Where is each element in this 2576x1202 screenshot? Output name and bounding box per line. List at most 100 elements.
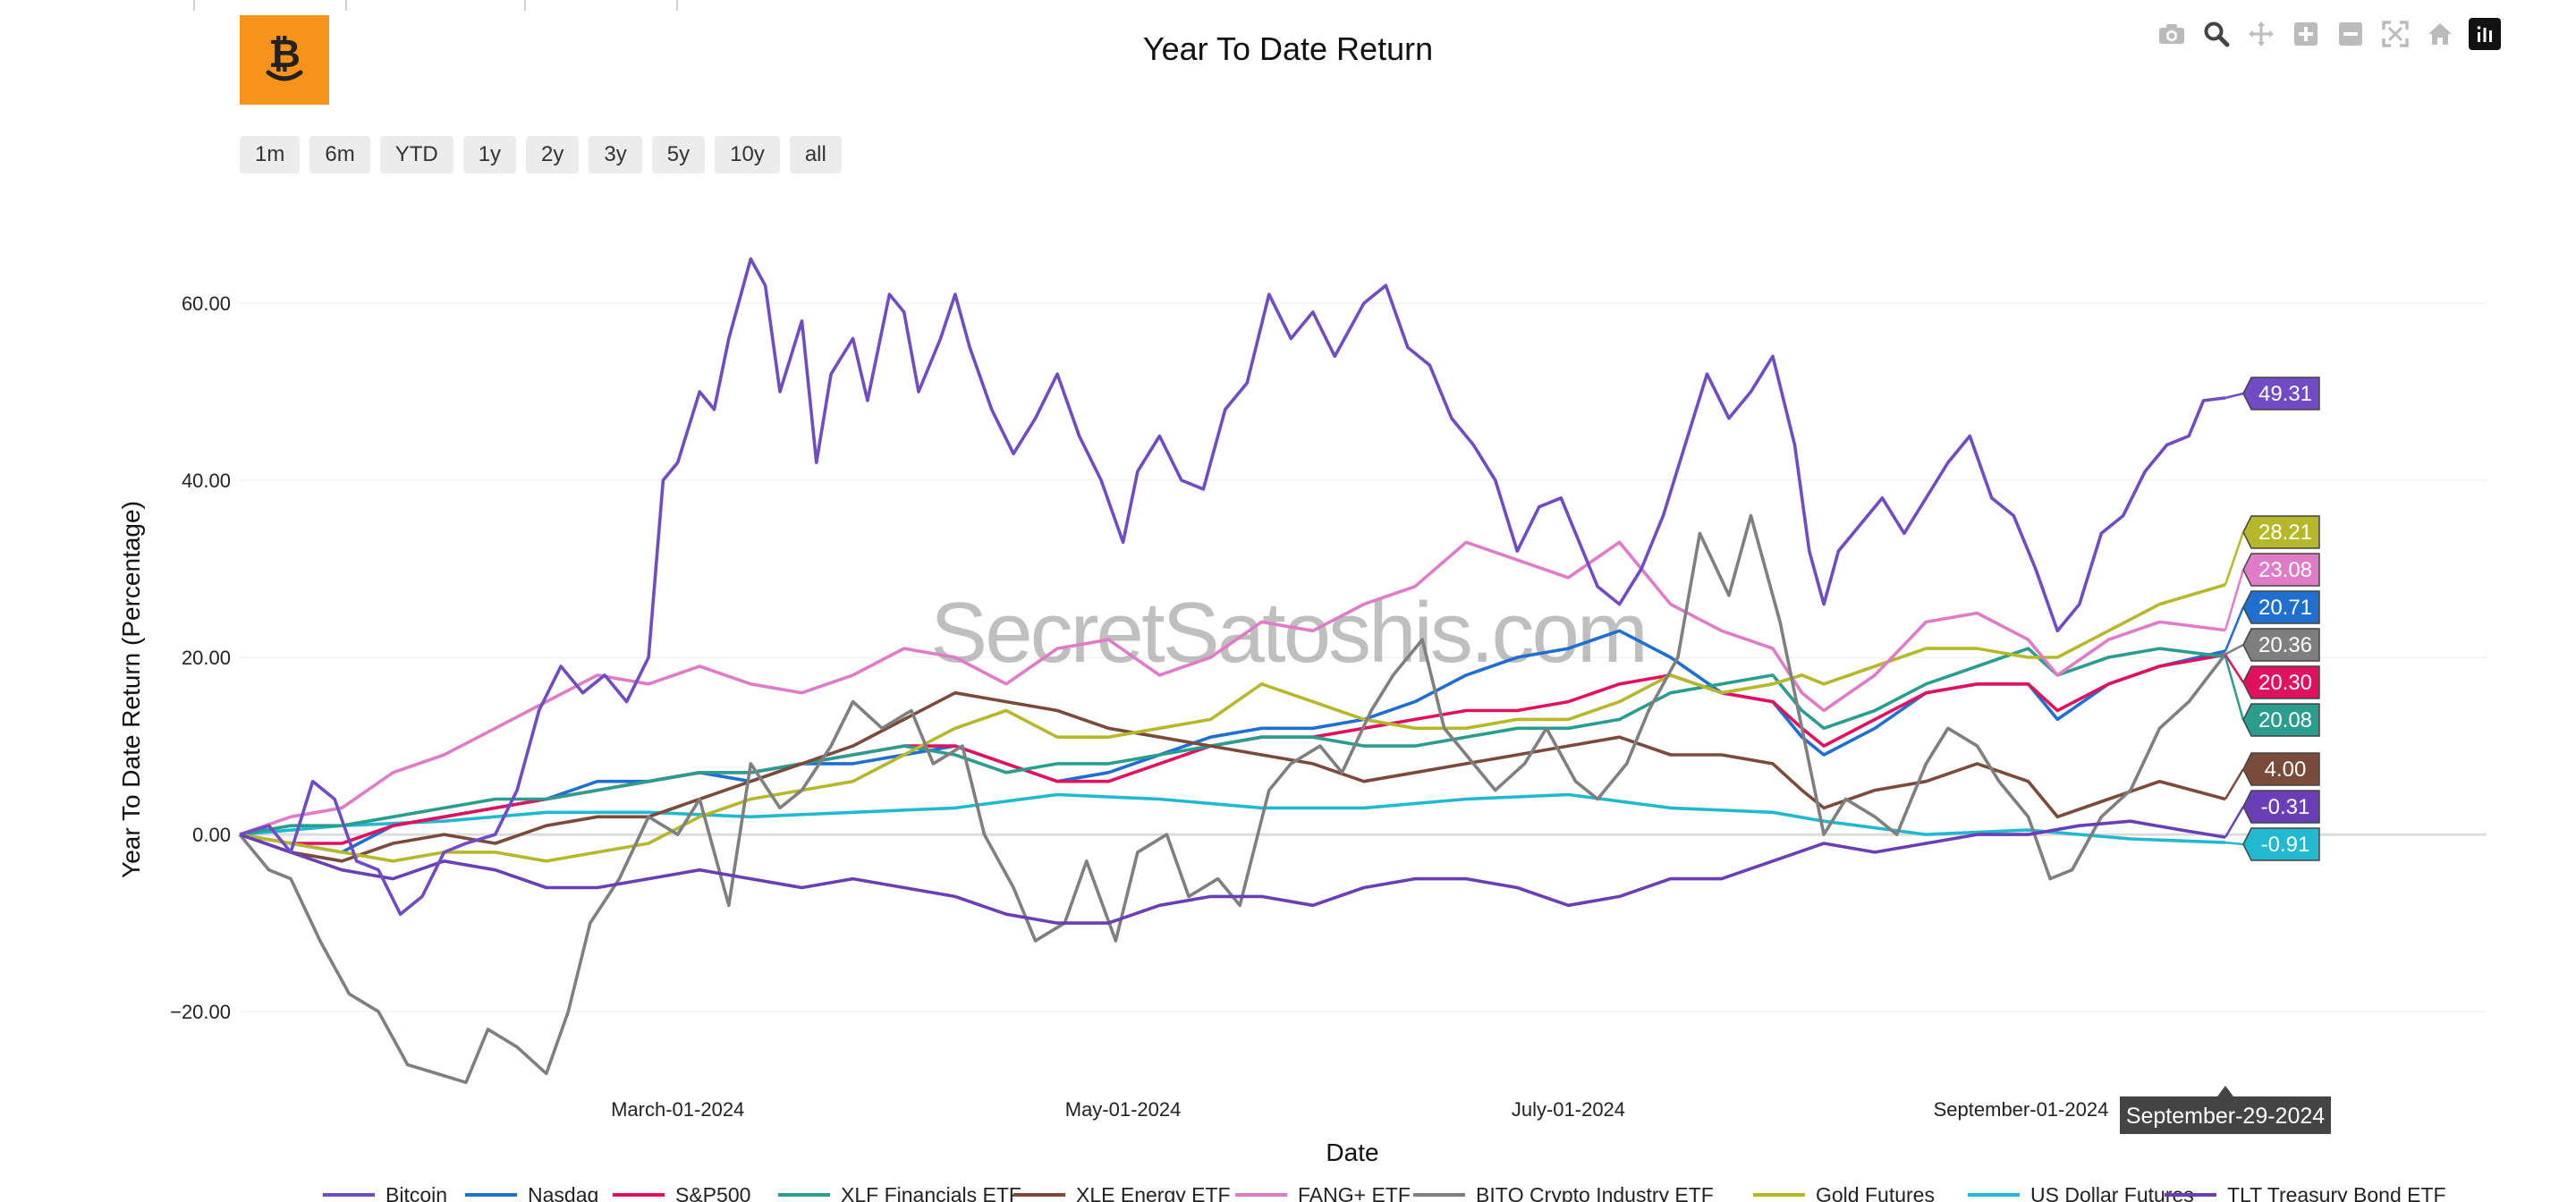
end-label-leader — [2224, 606, 2245, 652]
end-label-leader — [2224, 654, 2245, 683]
end-label-value: 4.00 — [2265, 758, 2307, 782]
legend-label: BITQ Crypto Industry ETF — [1476, 1183, 1714, 1202]
end-label-value: 20.71 — [2258, 596, 2312, 620]
legend-item-fang-etf[interactable]: FANG+ ETF — [1235, 1183, 1411, 1202]
series-line-xlf-financials-etf[interactable] — [239, 647, 2226, 836]
series-line-bitq-crypto-industry-etf[interactable] — [238, 513, 2227, 1085]
range-button-ytd[interactable]: YTD — [379, 136, 453, 174]
end-label-value: 23.08 — [2258, 558, 2312, 582]
range-button-5y[interactable]: 5y — [651, 136, 706, 174]
end-label-leader — [2224, 392, 2244, 400]
series-line-fang-etf[interactable] — [239, 540, 2226, 836]
legend-item-bitq-crypto-industry-etf[interactable]: BITQ Crypto Industry ETF — [1413, 1183, 1714, 1202]
legend-item-bitcoin[interactable]: Bitcoin — [323, 1183, 447, 1202]
end-label-value: 20.30 — [2258, 671, 2312, 695]
end-label-leader — [2224, 569, 2245, 631]
legend-label: Nasdaq — [528, 1183, 598, 1202]
end-label-leader — [2224, 656, 2245, 721]
zoom-icon[interactable] — [2200, 18, 2233, 50]
hover-label-text: September-29-2024 — [2126, 1104, 2325, 1129]
end-label-leader — [2224, 531, 2245, 586]
tab-divider — [345, 0, 347, 11]
legend-label: US Dollar Futures — [2030, 1183, 2194, 1202]
y-tick-label: 0.00 — [192, 824, 231, 846]
hover-date-label: September-29-2024 — [2120, 1086, 2331, 1134]
range-button-2y[interactable]: 2y — [526, 136, 580, 174]
x-tick-label: September-01-2024 — [1934, 1098, 2109, 1121]
legend-item-xle-energy-etf[interactable]: XLE Energy ETF — [1013, 1183, 1231, 1202]
end-label-leader — [2224, 841, 2244, 846]
end-label-value: -0.31 — [2261, 795, 2310, 819]
end-label-value: 20.08 — [2258, 708, 2312, 732]
end-label-box — [2242, 628, 2320, 662]
camera-icon[interactable] — [2156, 18, 2188, 50]
end-label-s-p500: 20.30 — [2224, 654, 2320, 699]
y-tick-label: 40.00 — [182, 470, 231, 492]
end-label-nasdaq: 20.71 — [2224, 590, 2320, 652]
end-label-value: -0.91 — [2261, 833, 2310, 857]
chart-legend: Bitcoin Nasdaq S&P500 XLF Financials ETF XLE… — [323, 1183, 2446, 1202]
plot-modebar — [2156, 18, 2501, 50]
end-label-box — [2242, 590, 2320, 624]
reset-home-icon[interactable] — [2424, 18, 2456, 50]
gridlines — [240, 302, 2487, 1012]
hover-label-arrow — [2217, 1086, 2233, 1096]
svg-text:₿: ₿ — [268, 31, 301, 77]
range-button-all[interactable]: all — [789, 136, 842, 174]
x-tick-label: July-01-2024 — [1512, 1098, 1625, 1121]
end-label-leader — [2224, 806, 2245, 838]
legend-label: FANG+ ETF — [1298, 1183, 1411, 1202]
end-label-leader — [2224, 643, 2244, 656]
plotly-logo-icon[interactable] — [2469, 18, 2501, 50]
range-button-1y[interactable]: 1y — [462, 136, 517, 174]
autoscale-icon[interactable] — [2379, 18, 2411, 50]
end-label-bitq-crypto-industry-etf: 20.36 — [2224, 628, 2320, 662]
legend-item-s-p500[interactable]: S&P500 — [613, 1183, 750, 1202]
y-axis-title: Year To Date Return (Percentage) — [117, 501, 145, 878]
series-lines — [238, 257, 2227, 1085]
y-tick-label: −20.00 — [170, 1001, 231, 1023]
legend-item-xlf-financials-etf[interactable]: XLF Financials ETF — [778, 1183, 1021, 1202]
series-line-tlt-treasury-bond-etf[interactable] — [239, 819, 2226, 925]
series-line-gold-futures[interactable] — [239, 583, 2226, 863]
x-tick-label: May-01-2024 — [1065, 1098, 1182, 1121]
legend-item-tlt-treasury-bond-etf[interactable]: TLT Treasury Bond ETF — [2165, 1183, 2446, 1202]
bitcoin-smile-logo-icon: ₿ — [240, 15, 329, 105]
watermark-text: SecretSatoshis.com — [930, 585, 1646, 681]
y-tick-label: 60.00 — [182, 292, 231, 315]
end-label-xle-energy-etf: 4.00 — [2224, 752, 2320, 800]
legend-label: Gold Futures — [1816, 1183, 1935, 1202]
legend-item-us-dollar-futures[interactable]: US Dollar Futures — [1968, 1183, 2194, 1202]
range-button-1m[interactable]: 1m — [240, 136, 301, 174]
y-axis-ticks: 60.00 40.00 20.00 0.00 −20.00 — [170, 292, 231, 1023]
chart-title: Year To Date Return — [1142, 30, 1434, 67]
range-button-6m[interactable]: 6m — [309, 136, 370, 174]
end-label-box — [2242, 515, 2320, 549]
pan-icon[interactable] — [2245, 18, 2277, 50]
tab-divider — [676, 0, 678, 11]
range-button-3y[interactable]: 3y — [589, 136, 642, 174]
series-line-xle-energy-etf[interactable] — [239, 690, 2226, 863]
end-label-box — [2242, 790, 2320, 824]
x-tick-label: March-01-2024 — [611, 1098, 744, 1121]
range-selector: 1m 6m YTD 1y 2y 3y 5y 10y all — [240, 136, 842, 174]
legend-label: XLE Energy ETF — [1076, 1183, 1231, 1202]
legend-label: S&P500 — [675, 1183, 750, 1202]
end-label-box — [2242, 703, 2320, 737]
zoom-out-icon[interactable] — [2334, 18, 2367, 50]
hover-label-box — [2120, 1096, 2331, 1134]
end-value-labels: 49.31 28.21 23.08 20.71 20.36 20.30 20.08 4.00 -… — [2224, 377, 2320, 861]
range-button-10y[interactable]: 10y — [715, 136, 780, 174]
legend-label: Bitcoin — [386, 1183, 447, 1202]
end-label-value: 20.36 — [2258, 633, 2312, 657]
end-label-us-dollar-futures: -0.91 — [2224, 827, 2320, 861]
end-label-box — [2242, 665, 2320, 699]
series-line-bitcoin[interactable] — [239, 257, 2226, 916]
end-label-box — [2242, 553, 2320, 587]
zoom-in-icon[interactable] — [2290, 18, 2322, 50]
legend-item-gold-futures[interactable]: Gold Futures — [1753, 1183, 1935, 1202]
legend-item-nasdaq[interactable]: Nasdaq — [465, 1183, 598, 1202]
x-axis-ticks: March-01-2024 May-01-2024 July-01-2024 Sept… — [611, 1098, 2108, 1121]
series-line-nasdaq[interactable] — [239, 629, 2226, 854]
